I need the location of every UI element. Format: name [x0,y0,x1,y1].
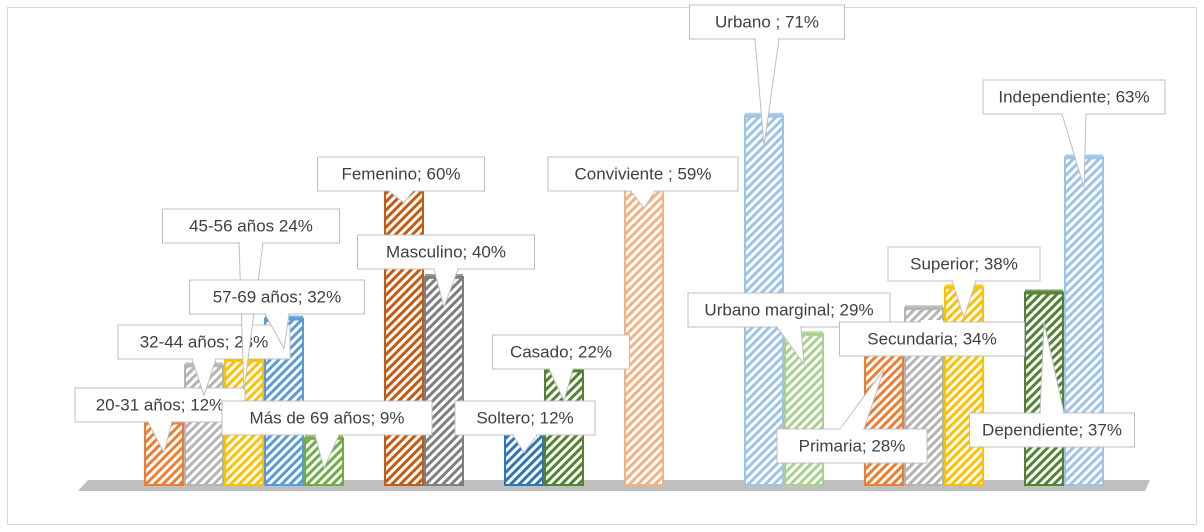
bar-top [1025,289,1063,295]
callout-box [454,400,596,436]
callout-box [969,412,1135,448]
data-label: Urbano ; 71% [715,12,819,31]
data-label: Dependiente; 37% [982,420,1122,439]
data-label: 57-69 años; 32% [213,287,342,306]
data-label: Conviviente ; 59% [574,164,711,183]
data-label: Urbano marginal; 29% [704,300,873,319]
callout-box [547,156,739,192]
data-label: Más de 69 años; 9% [250,408,405,427]
data-label: Casado; 22% [510,342,612,361]
data-label: Secundaria; 34% [867,329,996,348]
callout-box [162,208,340,244]
callout-box [839,321,1025,357]
callout-box [887,246,1041,282]
callout-box [687,292,891,328]
data-label: Primaria; 28% [799,436,906,455]
data-label: 32-44 años; 23% [140,332,269,351]
bar-top [905,305,943,311]
bar [384,172,424,486]
callout-box [492,334,630,370]
callout-box [117,324,291,360]
data-label: Superior; 38% [910,254,1018,273]
data-label: 20-31 años; 12% [96,395,225,414]
callout-box [317,156,485,192]
callout-box [74,387,246,423]
data-label: Masculino; 40% [386,242,506,261]
bar [944,286,984,486]
data-label: Soltero; 12% [476,408,573,427]
callout-box [221,400,433,436]
data-label: Independiente; 63% [998,87,1149,106]
bar [624,177,664,486]
callout-box [189,279,365,315]
bar-top [785,331,823,337]
data-label: 45-56 años 24% [189,216,313,235]
data-label: Femenino; 60% [341,164,460,183]
